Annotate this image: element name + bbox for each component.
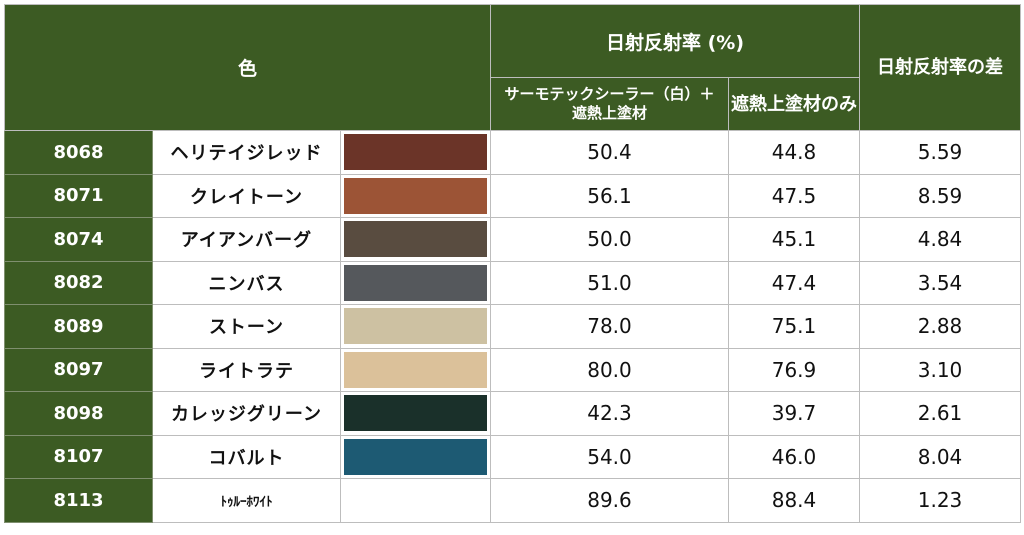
reflectance-with-sealer: 50.4	[490, 130, 729, 175]
color-swatch-cell	[340, 304, 491, 349]
table-row: 8097 ライトラテ 80.0 76.9 3.10	[4, 347, 1021, 392]
color-swatch	[344, 482, 487, 519]
difference-header: 日射反射率の差	[859, 4, 1021, 131]
color-swatch	[344, 308, 487, 345]
reflectance-difference: 5.59	[859, 130, 1021, 175]
reflectance-difference: 1.23	[859, 478, 1021, 523]
reflectance-difference: 8.04	[859, 434, 1021, 479]
reflectance-top-only: 88.4	[728, 478, 860, 523]
table-row: 8074 アイアンバーグ 50.0 45.1 4.84	[4, 217, 1021, 262]
top-coat-only-column-header: 遮熱上塗材のみ	[728, 77, 860, 131]
color-name: ﾄｩﾙｰﾎﾜｲﾄ	[152, 478, 341, 523]
reflectance-difference: 2.88	[859, 304, 1021, 349]
color-code: 8107	[4, 434, 153, 479]
thermotec-column-header: サーモテックシーラー（白）＋ 遮熱上塗材	[490, 77, 730, 131]
reflectance-with-sealer: 50.0	[490, 217, 729, 262]
reflectance-top-only: 39.7	[728, 391, 860, 436]
color-swatch	[344, 395, 487, 432]
reflectance-top-only: 44.8	[728, 130, 860, 175]
table-row: 8071 クレイトーン 56.1 47.5 8.59	[4, 173, 1021, 218]
reflectance-top-only: 76.9	[728, 347, 860, 392]
color-swatch-cell	[340, 260, 491, 305]
table-body: 8068 ヘリテイジレッド 50.4 44.8 5.59 8071 クレイトーン…	[4, 130, 1021, 523]
color-swatch	[344, 134, 487, 171]
color-header: 色	[4, 4, 491, 131]
reflectance-with-sealer: 56.1	[490, 173, 729, 218]
color-swatch-cell	[340, 391, 491, 436]
reflectance-with-sealer: 51.0	[490, 260, 729, 305]
color-code: 8113	[4, 478, 153, 523]
color-swatch-cell	[340, 130, 491, 175]
reflectance-with-sealer: 42.3	[490, 391, 729, 436]
color-swatch-cell	[340, 217, 491, 262]
color-name: ヘリテイジレッド	[152, 130, 341, 175]
color-swatch	[344, 351, 487, 388]
table-row: 8107 コバルト 54.0 46.0 8.04	[4, 434, 1021, 479]
color-name: ストーン	[152, 304, 341, 349]
color-name: ライトラテ	[152, 347, 341, 392]
reflectance-table: 色 日射反射率 (%) 日射反射率の差 サーモテックシーラー（白）＋ 遮熱上塗材…	[4, 4, 1021, 523]
color-name: クレイトーン	[152, 173, 341, 218]
color-code: 8097	[4, 347, 153, 392]
reflectance-difference: 2.61	[859, 391, 1021, 436]
color-code: 8068	[4, 130, 153, 175]
reflectance-with-sealer: 89.6	[490, 478, 729, 523]
color-swatch-cell	[340, 434, 491, 479]
reflectance-with-sealer: 54.0	[490, 434, 729, 479]
reflectance-table-container: 色 日射反射率 (%) 日射反射率の差 サーモテックシーラー（白）＋ 遮熱上塗材…	[4, 4, 1021, 523]
color-swatch-cell	[340, 173, 491, 218]
reflectance-with-sealer: 78.0	[490, 304, 729, 349]
color-code: 8098	[4, 391, 153, 436]
reflectance-top-only: 47.4	[728, 260, 860, 305]
color-code: 8082	[4, 260, 153, 305]
reflectance-top-only: 47.5	[728, 173, 860, 218]
color-swatch-cell	[340, 347, 491, 392]
reflectance-difference: 3.54	[859, 260, 1021, 305]
reflectance-difference: 4.84	[859, 217, 1021, 262]
difference-header-text: 日射反射率の差	[877, 56, 1003, 78]
reflectance-with-sealer: 80.0	[490, 347, 729, 392]
color-code: 8089	[4, 304, 153, 349]
color-name: アイアンバーグ	[152, 217, 341, 262]
table-row: 8098 カレッジグリーン 42.3 39.7 2.61	[4, 391, 1021, 436]
reflectance-difference: 3.10	[859, 347, 1021, 392]
reflectance-top-only: 46.0	[728, 434, 860, 479]
color-code: 8071	[4, 173, 153, 218]
color-name: コバルト	[152, 434, 341, 479]
reflectance-header: 日射反射率 (%)	[490, 4, 860, 78]
color-swatch	[344, 438, 487, 475]
reflectance-top-only: 75.1	[728, 304, 860, 349]
table-row: 8113 ﾄｩﾙｰﾎﾜｲﾄ 89.6 88.4 1.23	[4, 478, 1021, 523]
color-swatch	[344, 264, 487, 301]
table-row: 8089 ストーン 78.0 75.1 2.88	[4, 304, 1021, 349]
table-row: 8082 ニンバス 51.0 47.4 3.54	[4, 260, 1021, 305]
reflectance-top-only: 45.1	[728, 217, 860, 262]
color-code: 8074	[4, 217, 153, 262]
color-swatch	[344, 221, 487, 258]
color-swatch-cell	[340, 478, 491, 523]
color-swatch	[344, 177, 487, 214]
reflectance-difference: 8.59	[859, 173, 1021, 218]
table-row: 8068 ヘリテイジレッド 50.4 44.8 5.59	[4, 130, 1021, 175]
color-name: カレッジグリーン	[152, 391, 341, 436]
color-name: ニンバス	[152, 260, 341, 305]
